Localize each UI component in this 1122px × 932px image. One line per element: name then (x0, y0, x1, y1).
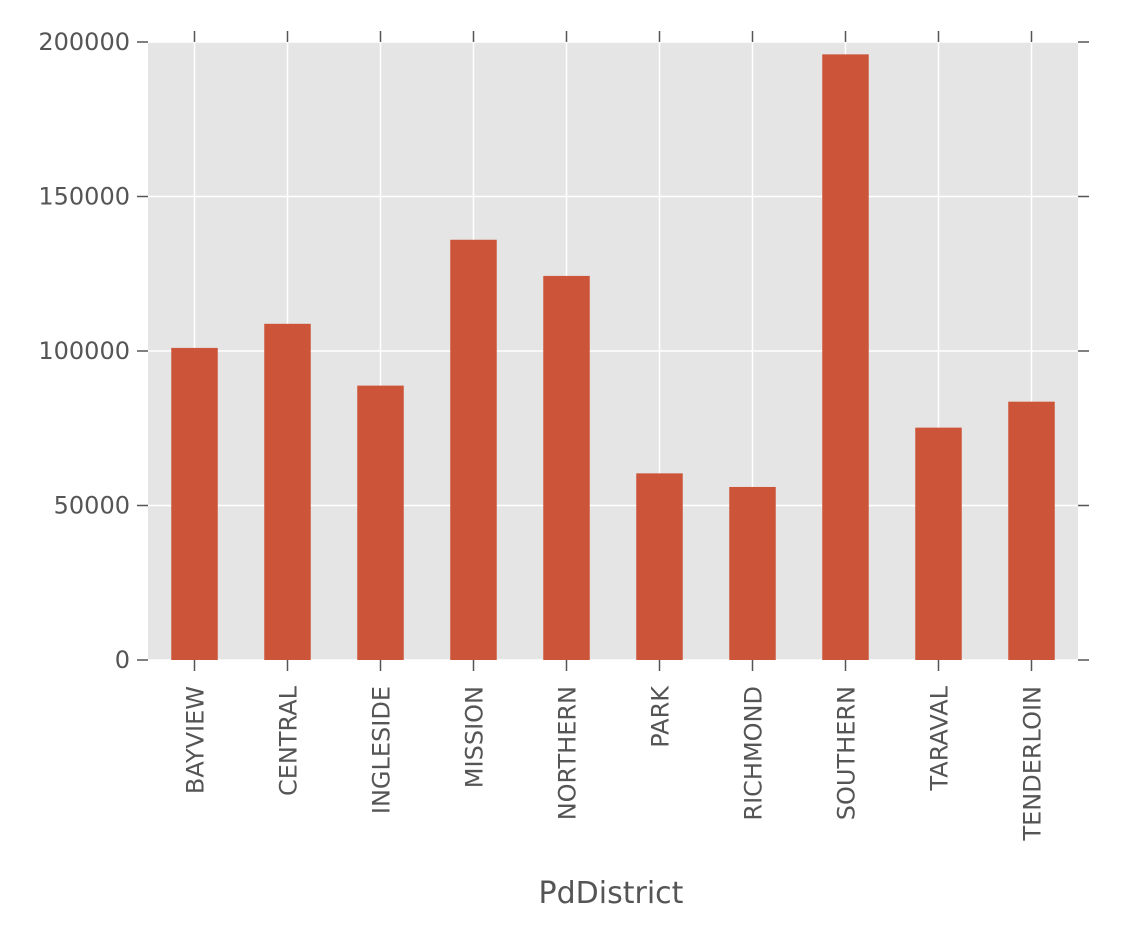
bar-richmond (729, 486, 776, 660)
bar-tenderloin (1008, 401, 1055, 660)
x-tick-label: SOUTHERN (833, 686, 861, 820)
y-tick-label: 0 (115, 646, 130, 674)
y-tick-label: 200000 (38, 28, 130, 56)
bar-central (264, 323, 311, 660)
bar-mission (450, 239, 497, 660)
x-tick-label: NORTHERN (554, 686, 582, 820)
y-tick-label: 50000 (54, 492, 130, 520)
bar-southern (822, 54, 869, 661)
y-tick-labels: 0 50000 100000 150000 200000 (38, 28, 130, 674)
x-tick-label: PARK (647, 685, 675, 748)
y-tick-label: 100000 (38, 337, 130, 365)
x-tick-label: CENTRAL (275, 685, 303, 796)
bar-northern (543, 275, 590, 660)
bar-ingleside (357, 385, 404, 660)
bar-bayview (171, 347, 218, 660)
x-tick-label: TARAVAL (926, 685, 954, 791)
x-tick-label: MISSION (461, 686, 489, 788)
x-tick-label: INGLESIDE (368, 686, 396, 814)
x-tick-label: RICHMOND (740, 686, 768, 821)
bar-park (636, 473, 683, 660)
y-tick-label: 150000 (38, 183, 130, 211)
bars (171, 54, 1055, 661)
x-tick-labels: BAYVIEW CENTRAL INGLESIDE MISSION NORTHERN PA… (182, 685, 1047, 842)
x-axis-label: PdDistrict (539, 876, 684, 911)
x-tick-label: TENDERLOIN (1019, 686, 1047, 842)
bar-taraval (915, 427, 962, 660)
tick-marks (137, 31, 1089, 671)
x-tick-label: BAYVIEW (182, 686, 210, 794)
